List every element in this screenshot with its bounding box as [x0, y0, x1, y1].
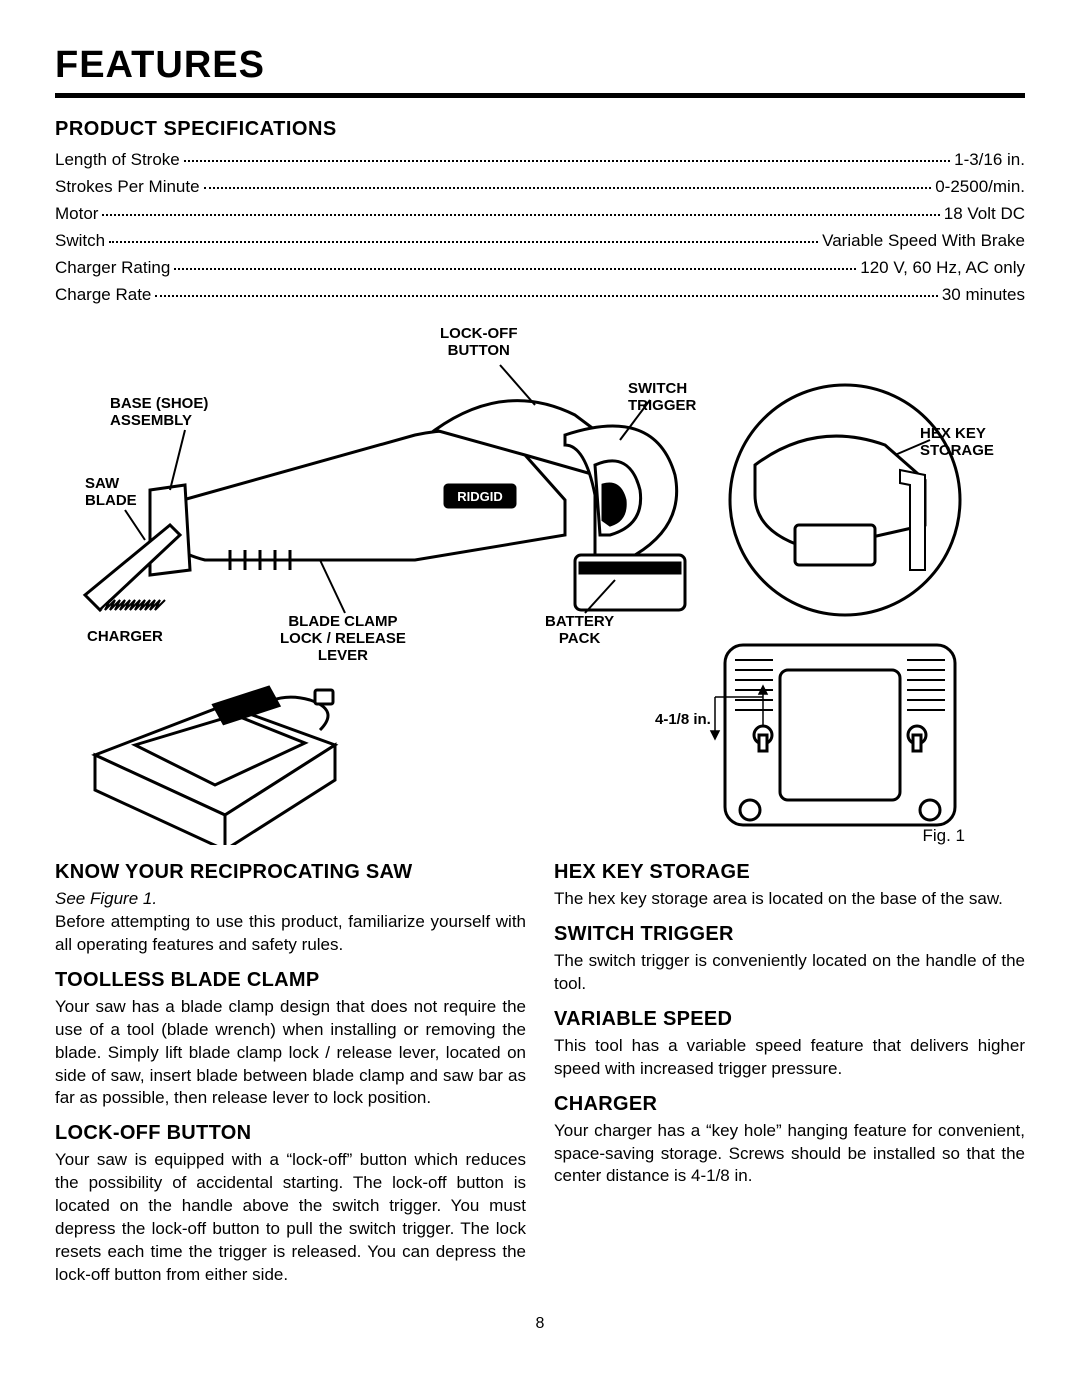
heading-varspeed: VARIABLE SPEED — [554, 1006, 1025, 1033]
spec-label: Length of Stroke — [55, 149, 180, 172]
see-figure: See Figure 1. — [55, 888, 526, 911]
spec-value: Variable Speed With Brake — [822, 230, 1025, 253]
feature-columns: KNOW YOUR RECIPROCATING SAW See Figure 1… — [55, 859, 1025, 1289]
label-lockoff: LOCK-OFFBUTTON — [440, 325, 517, 360]
label-sawblade: SAWBLADE — [85, 475, 137, 510]
spec-value: 30 minutes — [942, 284, 1025, 307]
spec-row: Switch Variable Speed With Brake — [55, 230, 1025, 253]
para-varspeed: This tool has a variable speed feature t… — [554, 1035, 1025, 1081]
heading-know-saw: KNOW YOUR RECIPROCATING SAW — [55, 859, 526, 886]
para-hexkey: The hex key storage area is located on t… — [554, 888, 1025, 911]
heading-toolless: TOOLLESS BLADE CLAMP — [55, 967, 526, 994]
spec-dots — [174, 268, 856, 270]
heading-charger: CHARGER — [554, 1091, 1025, 1118]
spec-dots — [204, 187, 932, 189]
para-lockoff: Your saw is equipped with a “lock-off” b… — [55, 1149, 526, 1287]
spec-value: 120 V, 60 Hz, AC only — [860, 257, 1025, 280]
para-intro: Before attempting to use this product, f… — [55, 911, 526, 957]
para-toolless: Your saw has a blade clamp design that d… — [55, 996, 526, 1111]
spec-row: Strokes Per Minute 0-2500/min. — [55, 176, 1025, 199]
spec-row: Charge Rate 30 minutes — [55, 284, 1025, 307]
spec-label: Charger Rating — [55, 257, 170, 280]
left-column: KNOW YOUR RECIPROCATING SAW See Figure 1… — [55, 859, 526, 1289]
spec-dots — [102, 214, 939, 216]
page-title: FEATURES — [55, 40, 1025, 98]
label-bladeclamp: BLADE CLAMPLOCK / RELEASELEVER — [280, 613, 406, 665]
right-column: HEX KEY STORAGE The hex key storage area… — [554, 859, 1025, 1289]
label-measure: 4-1/8 in. — [655, 710, 711, 730]
label-hexkey: HEX KEYSTORAGE — [920, 425, 994, 460]
label-battery: BATTERYPACK — [545, 613, 614, 648]
spec-value: 1-3/16 in. — [954, 149, 1025, 172]
spec-label: Motor — [55, 203, 98, 226]
para-charger: Your charger has a “key hole” hanging fe… — [554, 1120, 1025, 1189]
para-switch: The switch trigger is conveniently locat… — [554, 950, 1025, 996]
spec-dots — [155, 295, 937, 297]
heading-hexkey: HEX KEY STORAGE — [554, 859, 1025, 886]
spec-row: Motor 18 Volt DC — [55, 203, 1025, 226]
label-charger: CHARGER — [87, 628, 163, 645]
specs-heading: PRODUCT SPECIFICATIONS — [55, 116, 1025, 143]
figure-caption: Fig. 1 — [922, 825, 965, 848]
spec-value: 18 Volt DC — [944, 203, 1025, 226]
spec-label: Charge Rate — [55, 284, 151, 307]
spec-dots — [109, 241, 818, 243]
svg-text:RIDGID: RIDGID — [457, 489, 503, 504]
spec-label: Switch — [55, 230, 105, 253]
specs-table: Length of Stroke 1-3/16 in. Strokes Per … — [55, 149, 1025, 307]
spec-value: 0-2500/min. — [935, 176, 1025, 199]
spec-dots — [184, 160, 950, 162]
label-switch: SWITCHTRIGGER — [628, 380, 696, 415]
heading-lockoff: LOCK-OFF BUTTON — [55, 1120, 526, 1147]
spec-label: Strokes Per Minute — [55, 176, 200, 199]
spec-row: Length of Stroke 1-3/16 in. — [55, 149, 1025, 172]
spec-row: Charger Rating 120 V, 60 Hz, AC only — [55, 257, 1025, 280]
label-base: BASE (SHOE)ASSEMBLY — [110, 395, 208, 430]
heading-switch: SWITCH TRIGGER — [554, 921, 1025, 948]
page-number: 8 — [55, 1313, 1025, 1335]
product-diagram: RIDGID — [55, 325, 1025, 845]
